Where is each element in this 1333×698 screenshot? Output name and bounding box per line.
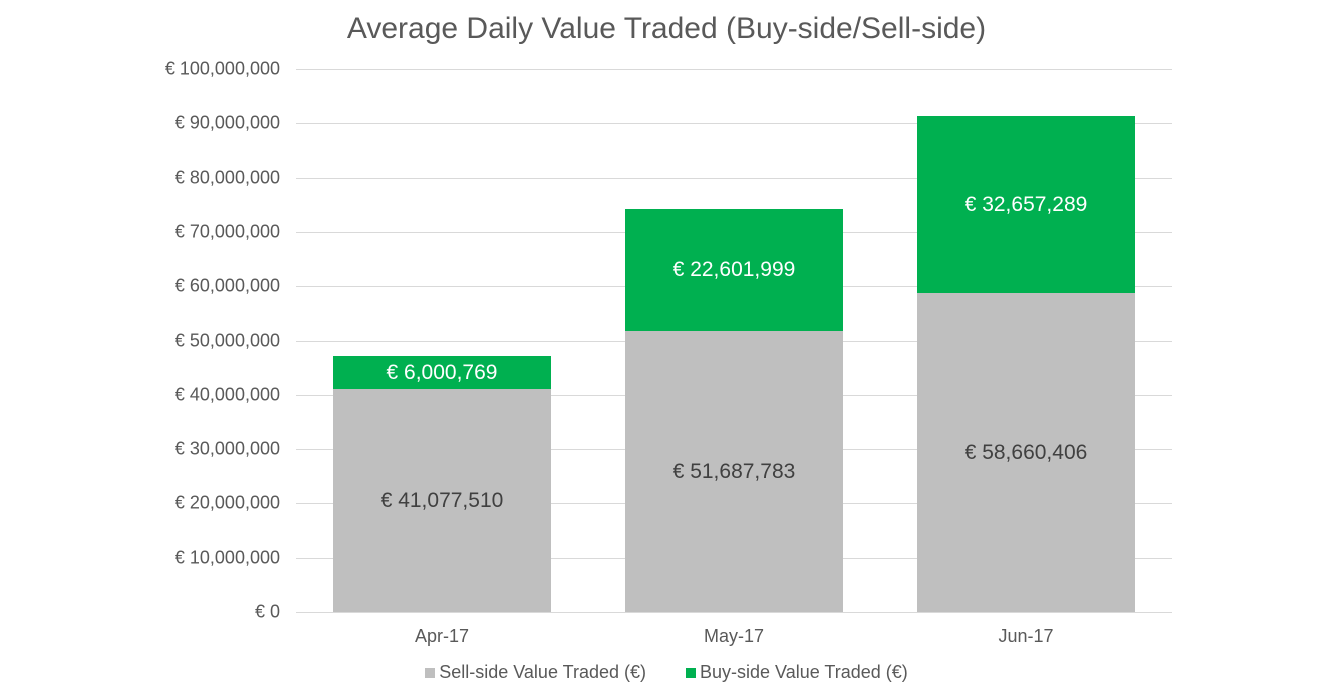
gridline bbox=[296, 612, 1172, 613]
y-tick-label: € 0 bbox=[254, 601, 280, 622]
y-tick-label: € 20,000,000 bbox=[174, 492, 280, 513]
bar-may-17: € 22,601,999 € 51,687,783 bbox=[625, 209, 843, 612]
x-tick-label: Apr-17 bbox=[414, 626, 470, 646]
data-label: € 58,660,406 bbox=[964, 440, 1088, 464]
y-tick-label: € 50,000,000 bbox=[174, 330, 280, 351]
gridline bbox=[296, 69, 1172, 70]
gridline bbox=[296, 178, 1172, 179]
data-label: € 22,601,999 bbox=[672, 258, 796, 281]
y-tick-label: € 80,000,000 bbox=[174, 167, 280, 188]
bar-jun-17: € 32,657,289 € 58,660,406 bbox=[917, 116, 1135, 612]
x-tick-label: May-17 bbox=[703, 626, 765, 646]
data-label: € 32,657,289 bbox=[964, 192, 1088, 216]
chart-title: Average Daily Value Traded (Buy-side/Sel… bbox=[346, 12, 987, 45]
data-label: € 51,687,783 bbox=[672, 459, 796, 483]
sell-side-segment: € 41,077,510 bbox=[333, 389, 551, 612]
y-tick-label: € 10,000,000 bbox=[174, 547, 280, 568]
legend-item-sell-side: Sell-side Value Traded (€) bbox=[425, 662, 646, 683]
y-tick-label: € 30,000,000 bbox=[174, 438, 280, 459]
legend-label: Sell-side Value Traded (€) bbox=[439, 662, 646, 682]
buy-side-segment: € 22,601,999 bbox=[625, 209, 843, 331]
y-tick-label: € 100,000,000 bbox=[164, 58, 280, 79]
legend: Sell-side Value Traded (€) Buy-side Valu… bbox=[0, 662, 1333, 683]
x-tick-label: Jun-17 bbox=[998, 626, 1054, 646]
buy-side-segment: € 32,657,289 bbox=[917, 116, 1135, 293]
buy-side-segment: € 6,000,769 bbox=[333, 356, 551, 389]
bar-apr-17: € 6,000,769 € 41,077,510 bbox=[333, 356, 551, 612]
y-tick-label: € 70,000,000 bbox=[174, 221, 280, 242]
y-tick-label: € 60,000,000 bbox=[174, 275, 280, 296]
gridline bbox=[296, 123, 1172, 124]
legend-swatch-icon bbox=[686, 667, 696, 678]
y-tick-label: € 40,000,000 bbox=[174, 384, 280, 405]
legend-label: Buy-side Value Traded (€) bbox=[700, 662, 908, 682]
sell-side-segment: € 58,660,406 bbox=[917, 293, 1135, 612]
data-label: € 41,077,510 bbox=[380, 488, 504, 512]
legend-swatch-icon bbox=[425, 667, 436, 678]
sell-side-segment: € 51,687,783 bbox=[625, 331, 843, 612]
data-label: € 6,000,769 bbox=[386, 360, 498, 384]
legend-item-buy-side: Buy-side Value Traded (€) bbox=[686, 662, 908, 683]
y-tick-label: € 90,000,000 bbox=[174, 112, 280, 133]
